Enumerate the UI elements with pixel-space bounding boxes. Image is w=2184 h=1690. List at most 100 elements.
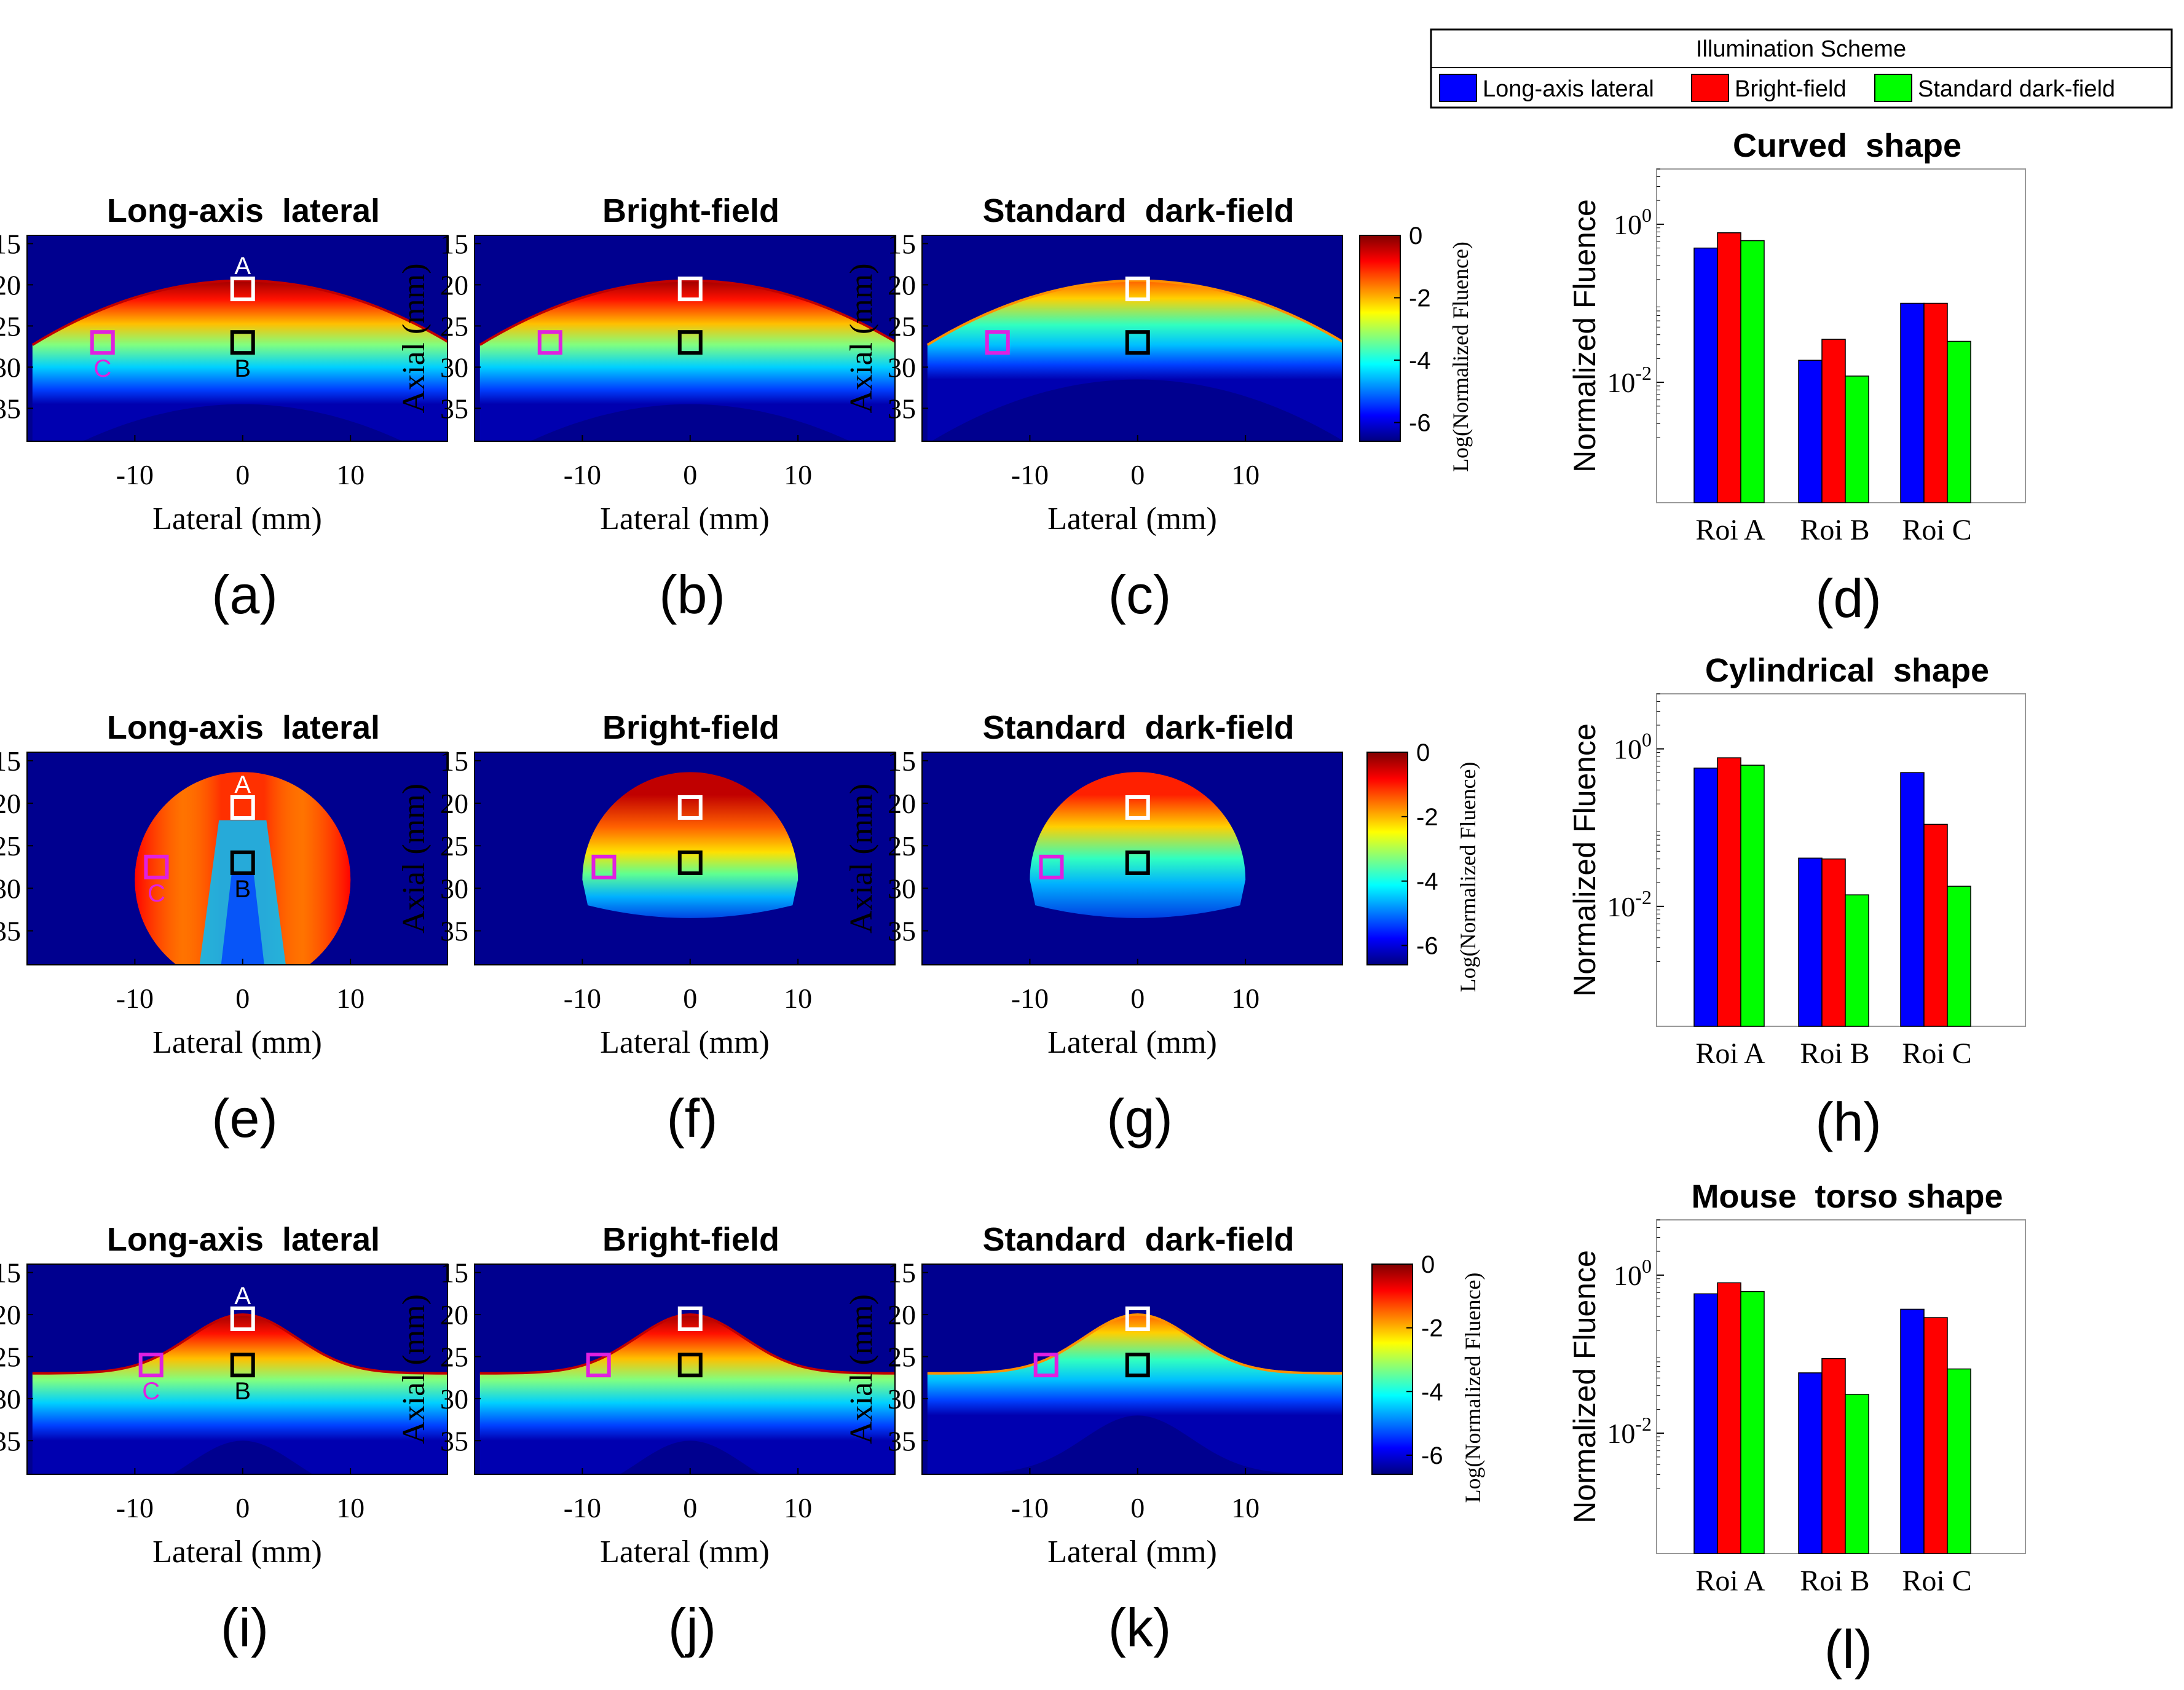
y-tick-label: 35 <box>0 1425 21 1456</box>
x-tick-label: 0 <box>683 983 697 1014</box>
tissue-hemisphere <box>582 772 798 918</box>
colorbar-gradient <box>1371 1264 1413 1475</box>
x-axis-label: Lateral (mm) <box>152 1025 322 1060</box>
axes-frame <box>474 752 896 965</box>
roi-a-box <box>230 795 255 820</box>
axes-frame <box>474 235 896 442</box>
bar-roi-c-s0 <box>1900 1308 1925 1554</box>
roi-b-label: B <box>234 355 251 382</box>
y-tick-label: 20 <box>888 788 916 819</box>
bar-roi-c-s2 <box>1947 886 1971 1027</box>
roi-b-box <box>677 330 703 355</box>
x-tick-label: 10 <box>784 983 812 1014</box>
panel-c: Standard dark-field 15 20 25 30 35 -10 0 10 Later… <box>844 192 1343 625</box>
x-tick-label: 10 <box>336 1492 365 1523</box>
y-tick-label: 30 <box>0 352 21 383</box>
bar-roi-a-s0 <box>1693 1293 1718 1554</box>
y-tick-label: 25 <box>440 310 468 342</box>
roi-b-box <box>230 1353 255 1378</box>
roi-c-box <box>985 330 1010 355</box>
panel-title: Long-axis lateral <box>107 1221 380 1258</box>
panel-letter: (f) <box>666 1088 717 1149</box>
bar-roi-c-s1 <box>1923 302 1948 503</box>
chart-letter: (h) <box>1815 1091 1882 1152</box>
colorbar-label: Log(Normalized Fluence) <box>1448 242 1473 472</box>
y-tick-label: 20 <box>0 788 21 819</box>
category-label: Roi A <box>1695 514 1765 546</box>
axes-frame <box>921 1264 1343 1475</box>
colorbar-tick-label: -4 <box>1409 347 1431 374</box>
y-tick-label: 25 <box>0 830 21 862</box>
x-tick-label: -10 <box>564 459 601 490</box>
bar-roi-b-s1 <box>1821 858 1846 1027</box>
roi-b-box <box>230 850 255 875</box>
roi-b-label: B <box>234 1378 251 1405</box>
roi-c-box <box>586 1353 611 1378</box>
colorbar-0: 0 -2 -4 -6 Log(Normalized Fluence) <box>1359 222 1473 472</box>
colorbar-tick-label: -2 <box>1421 1315 1443 1342</box>
y-tick-label: 20 <box>888 269 916 301</box>
colorbar-gradient <box>1359 235 1401 442</box>
category-label: Roi B <box>1800 1037 1869 1070</box>
bar-roi-c-s1 <box>1923 1317 1948 1554</box>
x-tick-label: -10 <box>116 459 154 490</box>
y-tick-label: 35 <box>888 393 916 424</box>
y-tick-label: 30 <box>888 1383 916 1415</box>
y-tick-label: 20 <box>440 788 468 819</box>
bar-roi-a-s2 <box>1740 240 1765 503</box>
panel-title: Bright-field <box>602 709 779 746</box>
bar-roi-b-s1 <box>1821 339 1846 503</box>
x-tick-label: -10 <box>1011 459 1049 490</box>
bar-charts: Roi A Roi B Roi C 100 10-2 Curved shape Normal… <box>1567 127 2026 1680</box>
panel-f: Bright-field 15 20 25 30 35 -10 0 10 Lateral (mm)… <box>396 709 896 1149</box>
chart-letter: (d) <box>1815 568 1882 629</box>
chart-letter: (l) <box>1824 1619 1872 1680</box>
colorbar-tick-label: 0 <box>1416 739 1430 766</box>
panel-e: A B C Long-axis lateral 15 20 25 30 35 -10 0 10 Late… <box>0 709 448 1149</box>
bar-roi-c-s0 <box>1900 772 1925 1027</box>
axes-frame <box>26 1264 448 1475</box>
axes-frame <box>26 235 448 442</box>
bar-roi-a-s2 <box>1740 764 1765 1027</box>
category-label: Roi B <box>1800 514 1869 546</box>
roi-c-box <box>138 1353 164 1378</box>
roi-c-box <box>1039 854 1064 879</box>
y-axis-label: Axial (mm) <box>396 263 432 413</box>
x-tick-label: 10 <box>1231 459 1260 490</box>
panel-letter: (g) <box>1106 1088 1173 1149</box>
y-tick-label: 35 <box>440 916 468 947</box>
x-axis-label: Lateral (mm) <box>1047 501 1217 536</box>
roi-a-box <box>677 277 703 302</box>
colorbar-tick-label: 0 <box>1409 222 1422 250</box>
panel-k: Standard dark-field 15 20 25 30 35 -10 0 10 Later… <box>844 1221 1343 1658</box>
legend-box <box>1430 28 2173 109</box>
panel-letter: (j) <box>668 1597 716 1658</box>
legend-label-0: Long-axis lateral <box>1483 76 1654 102</box>
y-axis-label: Axial (mm) <box>844 263 879 413</box>
tissue-fluence <box>32 1315 447 1474</box>
x-tick-label: 0 <box>235 459 250 490</box>
x-axis-label: Lateral (mm) <box>600 501 770 536</box>
y-tick-label: 15 <box>440 745 468 777</box>
colorbar-tick-label: -4 <box>1416 868 1438 895</box>
y-tick-label: 15 <box>0 1257 21 1289</box>
y-tick-label: 20 <box>888 1299 916 1330</box>
x-tick-label: 10 <box>336 983 365 1014</box>
legend-label-2: Standard dark-field <box>1918 76 2115 102</box>
tissue-surface <box>479 1313 895 1375</box>
x-tick-label: 0 <box>235 983 250 1014</box>
panel-title: Standard dark-field <box>982 1221 1294 1258</box>
roi-b-box <box>1125 850 1150 875</box>
roi-a-box <box>677 795 703 820</box>
roi-a-box <box>230 277 255 302</box>
image-content <box>1030 772 1246 918</box>
panel-letter: (k) <box>1108 1597 1172 1658</box>
y-tick-label: 25 <box>888 310 916 342</box>
chart-title: Cylindrical shape <box>1705 652 1989 689</box>
y-tick-label: 15 <box>0 745 21 777</box>
axes-frame <box>26 752 448 965</box>
legend: Illumination Scheme Long-axis lateral Brig… <box>1430 28 2173 109</box>
bar-roi-c-s2 <box>1947 340 1971 503</box>
tissue-center-core <box>221 871 264 965</box>
